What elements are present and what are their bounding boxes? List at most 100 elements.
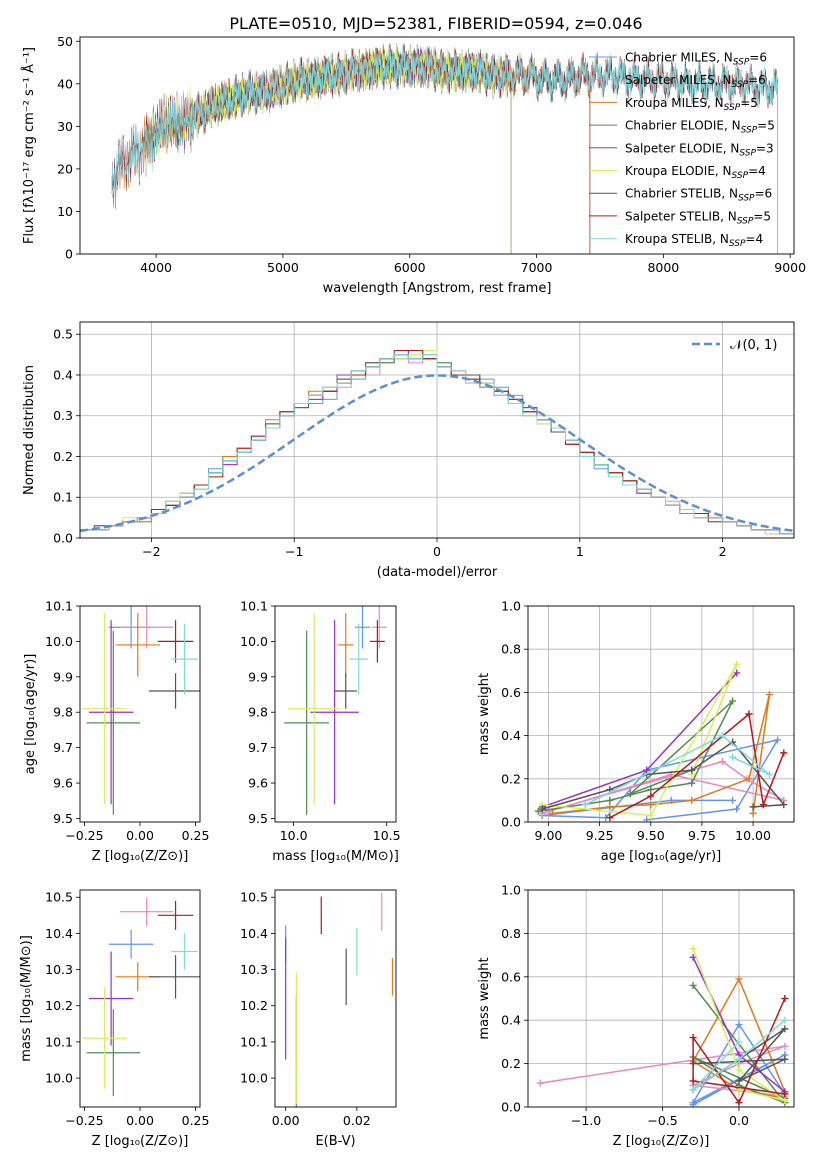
y-axis-label: age [log₁₀(age/yr)] [23, 654, 38, 775]
y-axis-label: mass [log₁₀(M/M⊙)] [19, 935, 34, 1062]
x-tick-label: −0.25 [65, 828, 103, 843]
x-tick-label: 9.00 [535, 828, 563, 843]
weight-age-marker [606, 803, 614, 811]
y-tick-label: 10.5 [240, 890, 268, 905]
mass-vs-Z-frame [79, 889, 201, 1108]
y-tick-label: 10.0 [240, 1071, 268, 1086]
weight-age-marker [626, 790, 634, 798]
y-tick-label: 40 [57, 76, 73, 91]
weight-vs-age-plot-area [528, 606, 794, 822]
y-tick-label: 9.8 [248, 705, 268, 720]
x-axis-label: Z [log₁₀(Z/Z⊙)] [92, 849, 189, 864]
y-tick-label: 10.0 [240, 634, 268, 649]
y-tick-label: 0.5 [53, 327, 73, 342]
x-tick-label: 7000 [521, 260, 553, 275]
y-axis-label: mass weight [477, 673, 492, 755]
legend-entry: Salpeter STELIB, NSSP=5 [625, 209, 771, 226]
y-tick-label: 1.0 [501, 883, 521, 898]
weight-age-line [541, 739, 779, 821]
y-axis-label: Normed distribution [22, 365, 37, 495]
weight-age-marker [780, 749, 788, 757]
y-tick-label: 0.2 [53, 449, 73, 464]
weight-age-marker [759, 801, 767, 809]
y-tick-label: 10.0 [45, 634, 73, 649]
weight-age-marker [733, 660, 741, 668]
legend-entry: Kroupa MILES, NSSP=5 [625, 96, 758, 113]
weight-age-marker [581, 801, 589, 809]
legend-entry: Chabrier MILES, NSSP=6 [625, 51, 767, 68]
weight-age-marker [647, 792, 655, 800]
x-tick-label: 0.25 [182, 828, 210, 843]
x-tick-label: 9000 [774, 260, 806, 275]
x-axis-label: Z [log₁₀(Z/Z⊙)] [92, 1134, 189, 1149]
x-tick-label: 9.25 [586, 828, 614, 843]
x-tick-label: 0.00 [272, 1113, 300, 1128]
y-tick-label: 10.3 [45, 962, 73, 977]
y-tick-label: 9.5 [248, 811, 268, 826]
weight-age-marker [729, 753, 737, 761]
figure-title: PLATE=0510, MJD=52381, FIBERID=0594, z=0… [229, 14, 642, 33]
y-tick-label: 9.7 [248, 740, 268, 755]
weight-age-marker [647, 801, 655, 809]
weight-age-marker [606, 796, 614, 804]
legend-entry: Kroupa ELODIE, NSSP=4 [625, 164, 766, 181]
y-tick-label: 50 [57, 34, 73, 49]
weight-Z-marker [735, 1099, 743, 1107]
weight-age-line [584, 734, 771, 806]
x-tick-label: 1 [576, 544, 584, 559]
x-axis-label: (data-model)/error [377, 565, 498, 580]
x-axis-label: E(B-V) [315, 1134, 355, 1149]
x-tick-label: 0 [433, 544, 441, 559]
spectrum-frame [79, 36, 795, 255]
weight-vs-Z-frame [527, 889, 795, 1108]
y-tick-label: 0.8 [501, 642, 521, 657]
x-tick-label: 10.5 [373, 828, 401, 843]
x-tick-label: 6000 [394, 260, 426, 275]
y-tick-label: 9.7 [53, 740, 73, 755]
x-tick-label: 0.25 [182, 1113, 210, 1128]
x-tick-label: 0.00 [126, 1113, 154, 1128]
legend-entry: Chabrier STELIB, NSSP=6 [625, 187, 772, 204]
y-tick-label: 10.2 [240, 998, 268, 1013]
weight-age-marker [534, 807, 542, 815]
weight-age-marker [647, 812, 655, 820]
x-axis-label: wavelength [Angstrom, rest frame] [323, 281, 552, 296]
x-tick-label: 10.0 [280, 828, 308, 843]
x-tick-label: 5000 [267, 260, 299, 275]
weight-Z-marker [689, 1086, 697, 1094]
weight-Z-marker [689, 981, 697, 989]
y-tick-label: 10.5 [45, 890, 73, 905]
weight-age-marker [729, 697, 737, 705]
x-tick-label: −2 [142, 544, 160, 559]
y-tick-label: 9.9 [53, 669, 73, 684]
y-tick-label: 0.6 [501, 685, 521, 700]
weight-age-marker [544, 807, 552, 815]
y-tick-label: 9.8 [53, 705, 73, 720]
y-tick-label: 10.4 [240, 926, 268, 941]
y-tick-label: 10.1 [45, 599, 73, 614]
weight-age-marker [688, 779, 696, 787]
legend-entry: Salpeter MILES, NSSP=6 [625, 73, 766, 90]
y-tick-label: 0.4 [501, 1013, 521, 1028]
weight-Z-marker [689, 1101, 697, 1107]
y-tick-label: 9.6 [53, 776, 73, 791]
mass-vs-Z-plot-area [82, 897, 200, 1097]
normal-curve [80, 374, 794, 533]
x-tick-label: 4000 [140, 260, 172, 275]
legend-entry: Salpeter ELODIE, NSSP=3 [625, 141, 774, 158]
x-tick-label: −0.5 [647, 1113, 677, 1128]
weight-Z-marker [735, 1066, 743, 1074]
weight-Z-marker [689, 953, 697, 961]
x-tick-label: −0.25 [65, 1113, 103, 1128]
weight-age-marker [606, 814, 614, 822]
weight-age-marker [643, 816, 651, 822]
weight-Z-marker [735, 1077, 743, 1085]
age-vs-mass-frame [274, 605, 397, 823]
weight-age-marker [780, 801, 788, 809]
spectrum-plot-area [111, 42, 778, 254]
weight-age-line [538, 700, 734, 812]
y-tick-label: 0.1 [53, 490, 73, 505]
weight-Z-marker [781, 1016, 789, 1024]
weight-Z-marker [781, 1055, 789, 1063]
